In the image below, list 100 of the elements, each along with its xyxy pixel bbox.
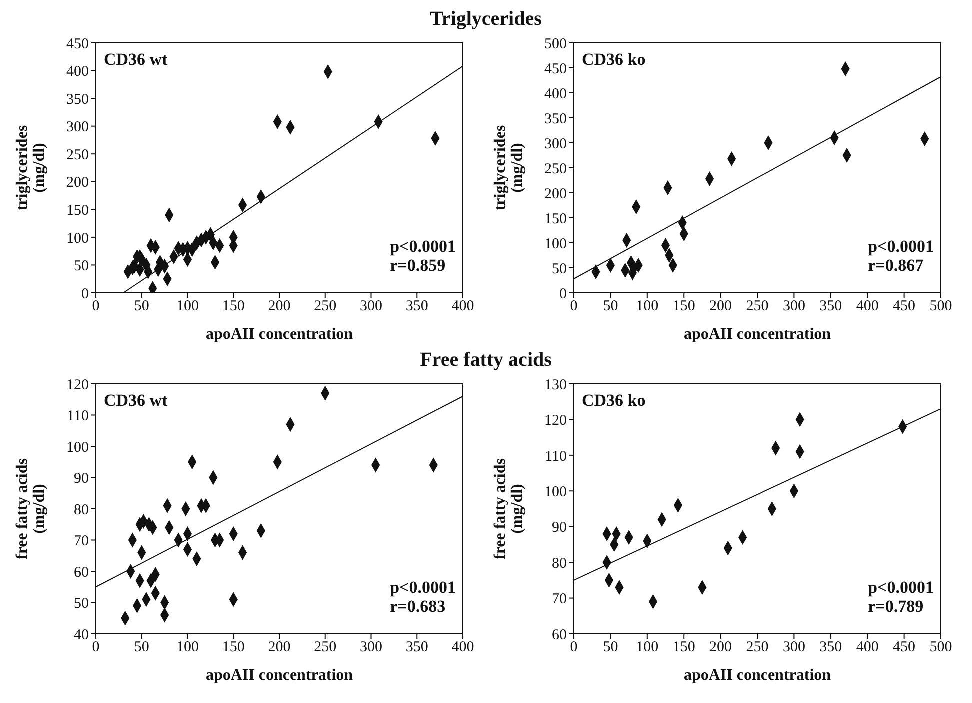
- x-tick-label: 250: [314, 298, 337, 315]
- y-tick-label: 130: [544, 377, 567, 394]
- x-tick-label: 450: [893, 640, 916, 656]
- y-axis-title: free fatty acids (mg/dl): [492, 458, 526, 560]
- y-tick-label: 100: [66, 440, 89, 456]
- y-tick-label: 250: [66, 147, 89, 164]
- x-tick-label: 150: [672, 640, 696, 656]
- x-tick-label: 100: [636, 640, 659, 656]
- y-tick-label: 50: [74, 258, 89, 275]
- chart-subtitle: CD36 wt: [104, 391, 168, 411]
- x-tick-label: 200: [268, 298, 291, 315]
- x-tick-label: 50: [603, 640, 618, 656]
- y-tick-label: 80: [552, 556, 567, 572]
- x-tick-label: 300: [782, 298, 806, 315]
- y-tick-label: 200: [544, 186, 567, 202]
- annotation: r=0.867: [868, 256, 925, 275]
- y-tick-label: 70: [74, 534, 89, 550]
- y-tick-label: 50: [74, 596, 89, 612]
- x-tick-label: 300: [360, 640, 382, 656]
- y-axis-title: triglycerides (mg/dl): [14, 125, 48, 211]
- x-tick-label: 200: [710, 640, 732, 656]
- annotation: r=0.683: [390, 597, 447, 616]
- x-tick-label: 250: [314, 640, 337, 656]
- y-tick-label: 150: [66, 202, 89, 219]
- x-tick-label: 100: [636, 298, 659, 315]
- x-tick-label: 400: [452, 298, 474, 315]
- annotation: p<0.0001: [868, 237, 934, 256]
- annotation: r=0.859: [390, 256, 447, 275]
- annotation: p<0.0001: [868, 578, 934, 597]
- x-axis-title: apoAII concentration: [206, 667, 354, 684]
- y-tick-label: 80: [74, 502, 89, 518]
- x-tick-label: 250: [746, 298, 769, 315]
- chart-subtitle: CD36 ko: [582, 391, 646, 411]
- y-tick-label: 200: [66, 175, 89, 192]
- x-tick-label: 350: [820, 298, 842, 315]
- y-tick-label: 110: [67, 408, 89, 425]
- y-tick-label: 120: [544, 413, 567, 430]
- y-tick-label: 60: [74, 564, 89, 581]
- chart-title: Triglycerides: [429, 8, 543, 32]
- x-tick-label: 50: [134, 640, 150, 656]
- y-tick-label: 500: [544, 36, 567, 52]
- x-tick-label: 300: [782, 640, 806, 656]
- x-tick-label: 0: [570, 298, 578, 315]
- y-tick-label: 350: [544, 111, 567, 128]
- x-tick-label: 50: [603, 298, 618, 315]
- y-tick-label: 250: [544, 161, 567, 178]
- x-tick-label: 200: [268, 640, 291, 656]
- y-tick-label: 100: [544, 236, 567, 252]
- y-tick-label: 0: [560, 286, 567, 302]
- y-tick-label: 450: [66, 36, 89, 52]
- x-tick-label: 50: [134, 298, 150, 315]
- x-tick-label: 300: [360, 298, 382, 315]
- y-tick-label: 40: [74, 627, 89, 644]
- y-tick-label: 50: [552, 261, 567, 278]
- x-tick-label: 150: [222, 640, 245, 656]
- x-tick-label: 450: [893, 298, 916, 315]
- y-tick-label: 110: [545, 448, 567, 465]
- y-tick-label: 90: [552, 520, 567, 536]
- x-axis-title: apoAII concentration: [684, 667, 832, 684]
- y-tick-label: 150: [544, 211, 567, 228]
- y-tick-label: 60: [552, 627, 567, 644]
- x-tick-label: 500: [930, 640, 952, 656]
- x-tick-label: 400: [452, 640, 474, 656]
- x-axis-title: apoAII concentration: [206, 326, 354, 343]
- y-tick-label: 100: [66, 230, 89, 247]
- annotation: r=0.789: [868, 597, 925, 616]
- x-tick-label: 350: [406, 298, 428, 315]
- chart-subtitle: CD36 ko: [582, 50, 646, 70]
- x-tick-label: 400: [856, 640, 879, 656]
- y-tick-label: 120: [66, 377, 89, 394]
- x-tick-label: 400: [856, 298, 879, 315]
- x-tick-label: 0: [92, 298, 100, 315]
- x-tick-label: 200: [710, 298, 732, 315]
- y-tick-label: 400: [544, 86, 567, 102]
- x-tick-label: 250: [746, 640, 769, 656]
- x-tick-label: 100: [176, 298, 199, 315]
- y-tick-label: 300: [544, 136, 567, 152]
- annotation: p<0.0001: [390, 237, 456, 256]
- chart-title: Free fatty acids: [419, 349, 553, 373]
- y-tick-label: 450: [544, 61, 567, 78]
- y-tick-label: 400: [66, 64, 89, 80]
- x-tick-label: 500: [930, 298, 952, 315]
- x-tick-label: 100: [176, 640, 199, 656]
- x-tick-label: 150: [672, 298, 696, 315]
- x-tick-label: 0: [92, 640, 100, 656]
- x-tick-label: 350: [406, 640, 428, 656]
- y-tick-label: 100: [544, 484, 567, 500]
- x-tick-label: 0: [570, 640, 578, 656]
- y-tick-label: 350: [66, 92, 89, 108]
- y-tick-label: 300: [66, 120, 89, 136]
- x-tick-label: 150: [222, 298, 245, 315]
- y-tick-label: 70: [552, 592, 567, 608]
- x-tick-label: 350: [820, 640, 842, 656]
- x-axis-title: apoAII concentration: [684, 326, 832, 343]
- annotation: p<0.0001: [390, 578, 456, 597]
- y-axis-title: triglycerides (mg/dl): [492, 125, 526, 211]
- y-tick-label: 90: [74, 471, 89, 488]
- chart-subtitle: CD36 wt: [104, 50, 168, 70]
- y-tick-label: 0: [82, 286, 89, 302]
- y-axis-title: free fatty acids (mg/dl): [14, 458, 48, 560]
